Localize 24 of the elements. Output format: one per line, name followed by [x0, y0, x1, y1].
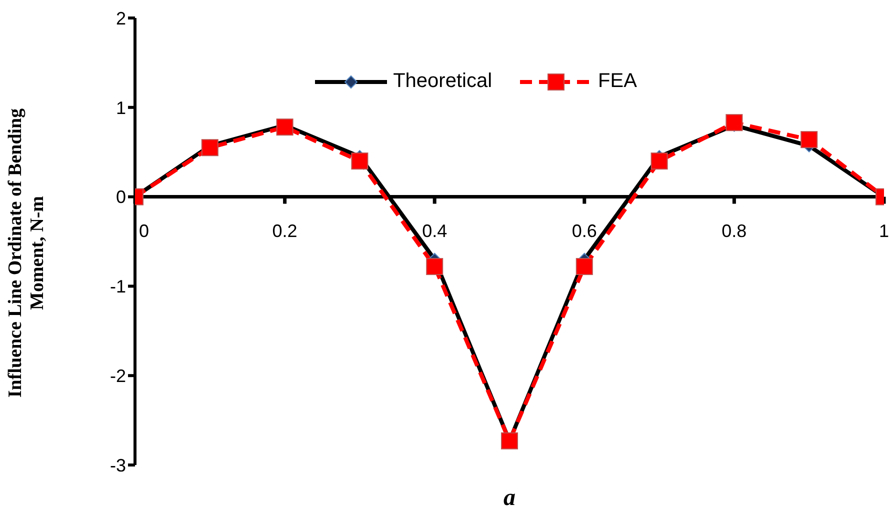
y-tick-label: -1 [110, 276, 126, 297]
x-tick-label: 0.2 [272, 221, 298, 241]
x-tick-label: 0.6 [572, 221, 597, 241]
point [426, 258, 444, 276]
point [726, 114, 743, 132]
point [351, 152, 368, 170]
x-axis-title: a [504, 485, 516, 511]
y-axis-title: Influence Line Ordinate of Bending Moment, N-m [5, 108, 48, 398]
point [276, 118, 294, 136]
y-tick-label: -2 [110, 366, 126, 386]
x-tick-label: 0 [138, 221, 150, 241]
legend-label: Theoretical [393, 70, 492, 93]
y-tick-label: 2 [116, 8, 126, 28]
y-tick-label: 1 [116, 98, 126, 118]
point [800, 131, 818, 148]
legend-label: FEA [598, 70, 637, 93]
x-tick-label: 1 [878, 221, 890, 241]
y-tick-label: -3 [110, 455, 126, 476]
y-tick-label: 0 [116, 187, 126, 208]
point [576, 258, 593, 276]
x-tick-label: 0.4 [422, 221, 448, 241]
point [201, 139, 218, 156]
point [650, 152, 668, 170]
x-tick-label: 0.8 [722, 221, 747, 241]
